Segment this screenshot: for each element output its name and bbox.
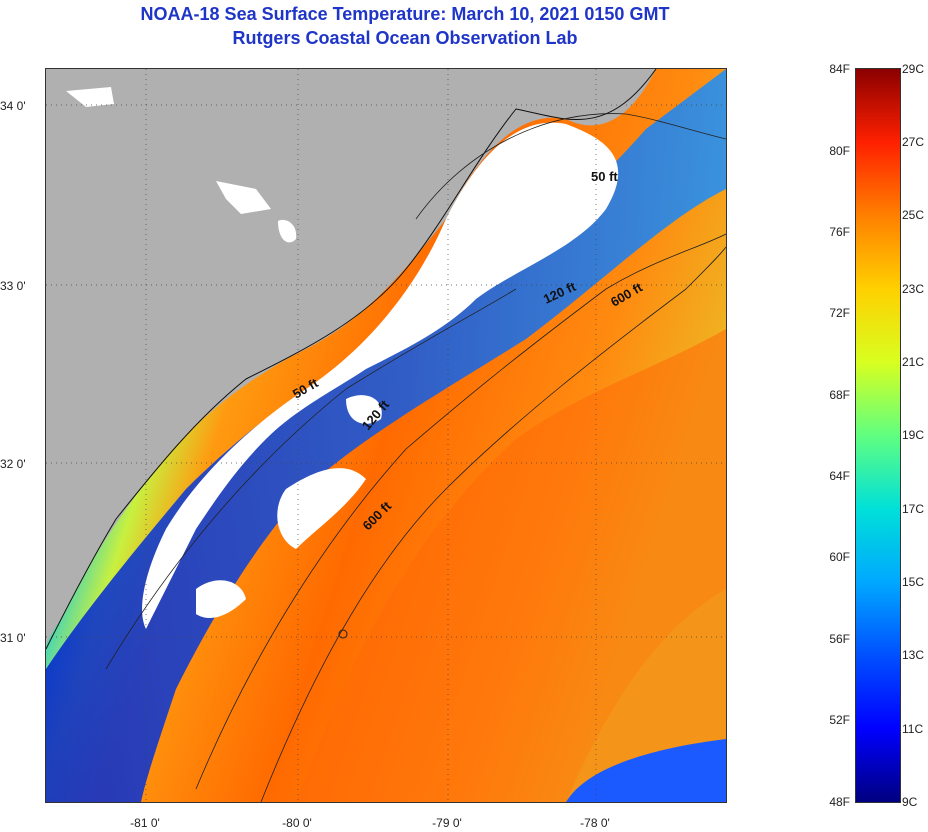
cb-f-48: 48F xyxy=(829,795,850,809)
label-50ft-north: 50 ft xyxy=(591,169,618,184)
inland-cloud-3 xyxy=(278,219,297,243)
map-subtitle: Rutgers Coastal Ocean Observation Lab xyxy=(232,28,578,48)
isobath-50ft-north xyxy=(415,113,726,220)
map-title: NOAA-18 Sea Surface Temperature: March 1… xyxy=(140,4,670,24)
cloud-patch-1 xyxy=(277,468,366,549)
lon-label-80: -80 0' xyxy=(282,816,312,830)
cb-c-21: 21C xyxy=(902,355,925,369)
cloud-patch-3 xyxy=(346,395,382,424)
cb-c-23: 23C xyxy=(902,282,925,296)
inland-cloud-1 xyxy=(66,87,114,107)
lon-label-78: -78 0' xyxy=(580,816,610,830)
isobath-120ft xyxy=(195,233,726,790)
cb-f-72: 72F xyxy=(829,306,850,320)
buoy-marker xyxy=(338,629,348,639)
cb-c-11: 11C xyxy=(902,722,924,736)
cb-f-52: 52F xyxy=(829,713,850,727)
isobath-600ft xyxy=(260,246,726,802)
lat-label-31: 31 0' xyxy=(0,631,26,645)
cb-c-13: 13C xyxy=(902,648,925,662)
lat-label-33: 33 0' xyxy=(0,279,26,293)
cb-c-29: 29C xyxy=(902,62,925,76)
lat-label-32: 32 0' xyxy=(0,457,26,471)
nearshore-cold-water xyxy=(46,69,726,802)
cb-c-9: 9C xyxy=(902,795,918,809)
isobath-50ft-south xyxy=(105,288,517,670)
cb-c-15: 15C xyxy=(902,575,925,589)
temperature-colorbar xyxy=(855,68,901,803)
coastline xyxy=(46,69,657,650)
sst-map: 50 ft 50 ft 120 ft 120 ft 600 ft 600 ft xyxy=(45,68,727,803)
cb-f-60: 60F xyxy=(829,550,850,564)
sst-map-canvas: 50 ft 50 ft 120 ft 120 ft 600 ft 600 ft xyxy=(46,69,726,802)
cb-f-76: 76F xyxy=(829,225,850,239)
land-mass xyxy=(46,69,656,649)
cb-f-68: 68F xyxy=(829,388,850,402)
cloud-cover-coastal xyxy=(142,122,619,629)
cb-c-25: 25C xyxy=(902,208,925,222)
inland-cloud-2 xyxy=(216,181,271,214)
gulf-stream-warm xyxy=(296,329,726,802)
cb-f-64: 64F xyxy=(829,469,850,483)
lon-label-79: -79 0' xyxy=(432,816,462,830)
cb-f-84: 84F xyxy=(829,62,850,76)
lat-label-34: 34 0' xyxy=(0,99,26,113)
cb-c-27: 27C xyxy=(902,135,925,149)
cb-c-17: 17C xyxy=(902,502,925,516)
lon-label-81: -81 0' xyxy=(130,816,160,830)
cb-f-80: 80F xyxy=(829,144,850,158)
cb-c-19: 19C xyxy=(902,428,925,442)
cb-f-56: 56F xyxy=(829,632,850,646)
graticule xyxy=(46,69,726,802)
southeast-cool-patch xyxy=(566,739,726,802)
cloud-patch-2 xyxy=(196,580,246,619)
